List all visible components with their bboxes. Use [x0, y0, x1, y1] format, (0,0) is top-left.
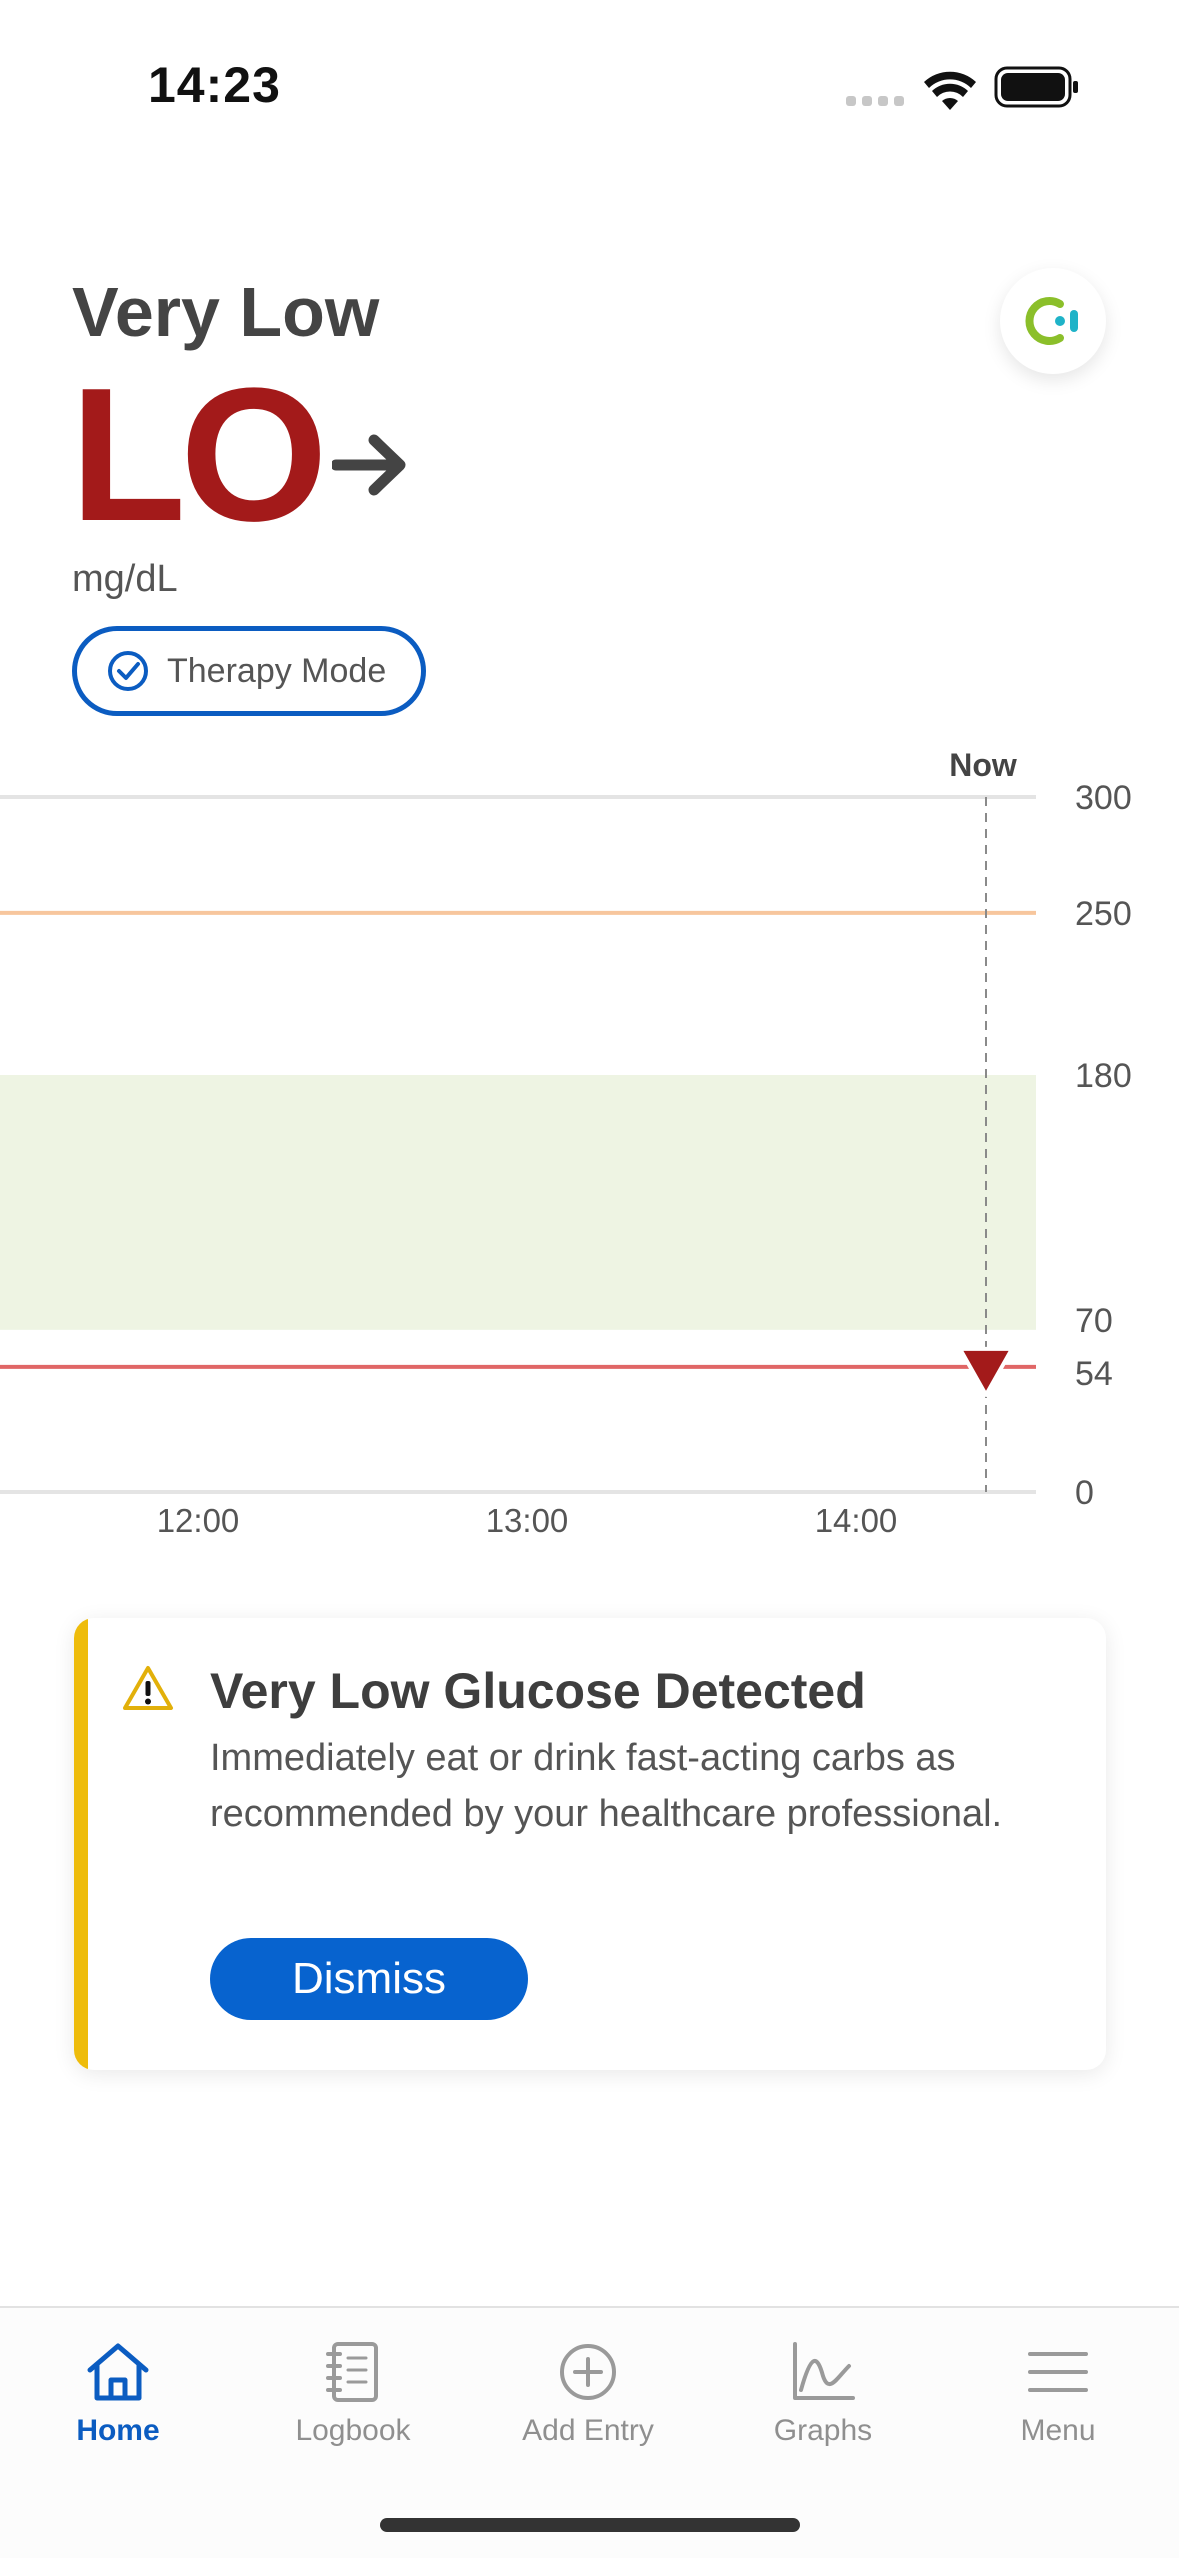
y-tick-label: 300 — [1075, 779, 1132, 817]
status-icons — [846, 66, 1078, 110]
arrow-right-icon — [332, 434, 406, 496]
tab-graphs[interactable]: Graphs — [723, 2340, 923, 2448]
glucose-state: Very Low — [72, 273, 380, 351]
dismiss-button[interactable]: Dismiss — [210, 1938, 528, 2020]
x-tick-label: 12:00 — [157, 1502, 240, 1539]
tab-label: Logbook — [295, 2414, 411, 2447]
wifi-icon — [924, 71, 976, 110]
tab-label: Home — [76, 2414, 160, 2447]
y-axis-ticks: 300 250 180 70 54 0 — [1075, 779, 1132, 1512]
glucose-value: LO — [70, 349, 328, 561]
status-time: 14:23 — [148, 57, 281, 113]
glucose-chart: Now 300 250 180 70 54 0 12:00 13:00 14:00 — [0, 747, 1132, 1539]
alert-card: Very Low Glucose Detected Immediately ea… — [74, 1618, 1106, 2070]
therapy-mode-button[interactable]: Therapy Mode — [72, 626, 426, 716]
alert-title: Very Low Glucose Detected — [210, 1663, 866, 1719]
tab-home[interactable]: Home — [18, 2340, 218, 2448]
signal-icon — [846, 96, 904, 106]
y-tick-label: 54 — [1075, 1355, 1113, 1393]
current-glucose-marker — [958, 1346, 1014, 1397]
add-entry-icon — [560, 2344, 616, 2400]
therapy-mode-label: Therapy Mode — [167, 651, 387, 690]
check-circle-icon — [108, 651, 148, 691]
alert-accent-bar — [74, 1618, 88, 2070]
warning-icon — [123, 1666, 173, 1710]
tab-label: Add Entry — [522, 2414, 654, 2447]
tab-label: Menu — [1020, 2414, 1096, 2447]
y-tick-label: 180 — [1075, 1057, 1132, 1095]
x-axis-ticks: 12:00 13:00 14:00 — [157, 1502, 898, 1539]
graphs-icon — [793, 2342, 855, 2400]
battery-icon — [994, 66, 1078, 108]
x-tick-label: 13:00 — [486, 1502, 569, 1539]
tab-add-entry[interactable]: Add Entry — [488, 2340, 688, 2448]
app-logo-button[interactable] — [1000, 268, 1106, 374]
app-logo-icon — [1025, 297, 1078, 345]
y-tick-label: 0 — [1075, 1474, 1094, 1512]
y-tick-label: 70 — [1075, 1302, 1113, 1340]
tab-label: Graphs — [773, 2414, 873, 2447]
now-label: Now — [949, 747, 1017, 783]
home-icon — [87, 2343, 149, 2401]
logbook-icon — [326, 2342, 378, 2402]
y-tick-label: 250 — [1075, 895, 1132, 933]
tab-bar: Home Logbook Add Entry Graphs Menu — [0, 2306, 1179, 2558]
tab-logbook[interactable]: Logbook — [253, 2340, 453, 2448]
target-range-band — [0, 1075, 1036, 1330]
home-indicator — [380, 2518, 800, 2532]
alert-message: Immediately eat or drink fast-acting car… — [210, 1737, 1003, 1835]
x-tick-label: 14:00 — [815, 1502, 898, 1539]
glucose-unit: mg/dL — [72, 558, 178, 600]
menu-icon — [1028, 2352, 1088, 2392]
tab-menu[interactable]: Menu — [958, 2340, 1158, 2448]
